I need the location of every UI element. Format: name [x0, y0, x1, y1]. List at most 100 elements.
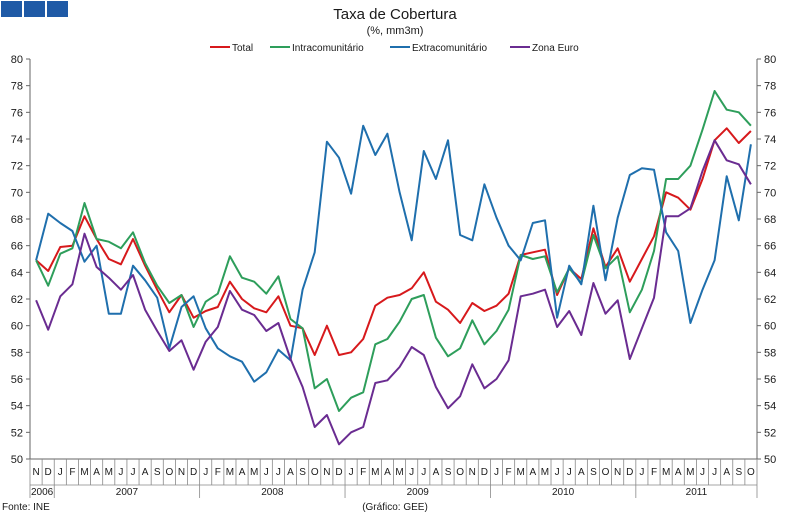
source-label: Fonte: INE	[2, 502, 50, 513]
x-tick-label: J	[639, 467, 644, 478]
x-tick-label: M	[371, 467, 379, 478]
y-tick-label-right: 58	[764, 347, 776, 359]
x-tick-label: J	[58, 467, 63, 478]
x-tick-label: F	[651, 467, 657, 478]
x-tick-label: J	[203, 467, 208, 478]
y-tick-label-right: 54	[764, 401, 776, 413]
x-tick-label: O	[602, 467, 610, 478]
x-tick-label: M	[662, 467, 670, 478]
y-tick-label-left: 78	[11, 81, 23, 93]
x-tick-label: S	[590, 467, 597, 478]
x-tick-label: J	[264, 467, 269, 478]
x-tick-label: O	[311, 467, 319, 478]
x-tick-label: D	[335, 467, 342, 478]
y-tick-label-left: 72	[11, 161, 23, 173]
axes: 50 50 52 52 54 54 56 56 58 58 60 60 62 62 64 64 66 66 68 68…	[11, 54, 777, 466]
series-line-zona-euro	[35, 139, 752, 446]
x-tick-label: A	[433, 467, 440, 478]
y-tick-label-right: 70	[764, 187, 776, 199]
x-tick-label: S	[445, 467, 452, 478]
x-tick-label: D	[481, 467, 488, 478]
year-label: 2008	[261, 487, 284, 498]
legend-label: Zona Euro	[532, 43, 579, 54]
x-tick-label: M	[395, 467, 403, 478]
y-tick-label-right: 52	[764, 427, 776, 439]
chart-title: Taxa de Cobertura	[333, 6, 457, 23]
x-tick-label: S	[154, 467, 161, 478]
y-tick-label-left: 76	[11, 107, 23, 119]
y-tick-label-left: 56	[11, 374, 23, 386]
y-tick-label-left: 68	[11, 214, 23, 226]
x-tick-label: A	[723, 467, 730, 478]
x-tick-label: J	[567, 467, 572, 478]
y-tick-label-left: 52	[11, 427, 23, 439]
chart-credit: (Gráfico: GEE)	[362, 502, 428, 513]
x-tick-label: F	[360, 467, 366, 478]
series-line-intracomunitário	[35, 90, 752, 412]
x-tick-label: D	[626, 467, 633, 478]
year-label: 2006	[31, 487, 54, 498]
x-tick-label: M	[686, 467, 694, 478]
x-tick-label: F	[215, 467, 221, 478]
x-tick-label: A	[93, 467, 100, 478]
x-tick-label: A	[384, 467, 391, 478]
x-tick-label: J	[349, 467, 354, 478]
y-tick-label-right: 78	[764, 81, 776, 93]
y-tick-label-left: 80	[11, 54, 23, 66]
x-tick-label: A	[578, 467, 585, 478]
x-tick-label: O	[747, 467, 755, 478]
y-tick-label-left: 74	[11, 134, 23, 146]
x-tick-label: J	[494, 467, 499, 478]
y-tick-label-right: 74	[764, 134, 776, 146]
y-tick-label-left: 64	[11, 267, 23, 279]
x-tick-label: O	[165, 467, 173, 478]
chart-subtitle: (%, mm3m)	[367, 25, 424, 37]
y-tick-label-left: 50	[11, 454, 23, 466]
x-tick-label: J	[130, 467, 135, 478]
header-badge-2	[24, 1, 45, 17]
y-tick-label-left: 70	[11, 187, 23, 199]
header-badge-3	[47, 1, 68, 17]
year-label: 2011	[686, 487, 708, 498]
year-label: 2009	[407, 487, 430, 498]
x-tick-label: N	[323, 467, 330, 478]
y-tick-label-right: 62	[764, 294, 776, 306]
x-tick-label: D	[190, 467, 197, 478]
x-tick-label: A	[675, 467, 682, 478]
y-tick-label-right: 76	[764, 107, 776, 119]
year-label: 2010	[552, 487, 575, 498]
x-tick-label: J	[712, 467, 717, 478]
x-tick-label: D	[45, 467, 52, 478]
x-tick-label: J	[409, 467, 414, 478]
y-tick-label-right: 64	[764, 267, 776, 279]
x-tick-label: J	[555, 467, 560, 478]
x-tick-label: A	[142, 467, 149, 478]
x-tick-label: M	[517, 467, 525, 478]
x-tick-label: S	[299, 467, 306, 478]
series-line-total	[35, 127, 752, 356]
x-tick-label: F	[506, 467, 512, 478]
x-tick-label: J	[421, 467, 426, 478]
x-tick-label: M	[250, 467, 258, 478]
x-tick-label: A	[287, 467, 294, 478]
y-tick-label-right: 50	[764, 454, 776, 466]
y-tick-label-right: 60	[764, 321, 776, 333]
y-tick-label-left: 54	[11, 401, 23, 413]
x-tick-label: N	[469, 467, 476, 478]
x-tick-label: M	[105, 467, 113, 478]
y-tick-label-left: 66	[11, 241, 23, 253]
x-tick-label: N	[614, 467, 621, 478]
series-line-extracomunitário	[35, 124, 752, 383]
x-tick-label: O	[456, 467, 464, 478]
x-tick-label: S	[735, 467, 742, 478]
y-tick-label-right: 56	[764, 374, 776, 386]
x-tick-label: J	[118, 467, 123, 478]
y-tick-label-left: 58	[11, 347, 23, 359]
y-tick-label-right: 66	[764, 241, 776, 253]
x-tick-label: N	[32, 467, 39, 478]
x-tick-label: A	[239, 467, 246, 478]
legend: Total Intracomunitário Extracomunitário Zon…	[210, 43, 579, 54]
x-tick-label: M	[541, 467, 549, 478]
